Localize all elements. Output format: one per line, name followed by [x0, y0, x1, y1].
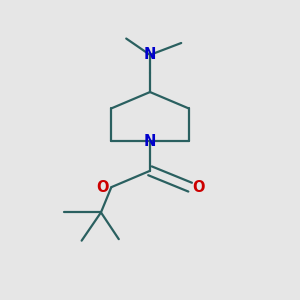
Text: N: N: [144, 134, 156, 148]
Text: O: O: [192, 180, 205, 195]
Text: N: N: [144, 47, 156, 62]
Text: O: O: [96, 180, 109, 195]
